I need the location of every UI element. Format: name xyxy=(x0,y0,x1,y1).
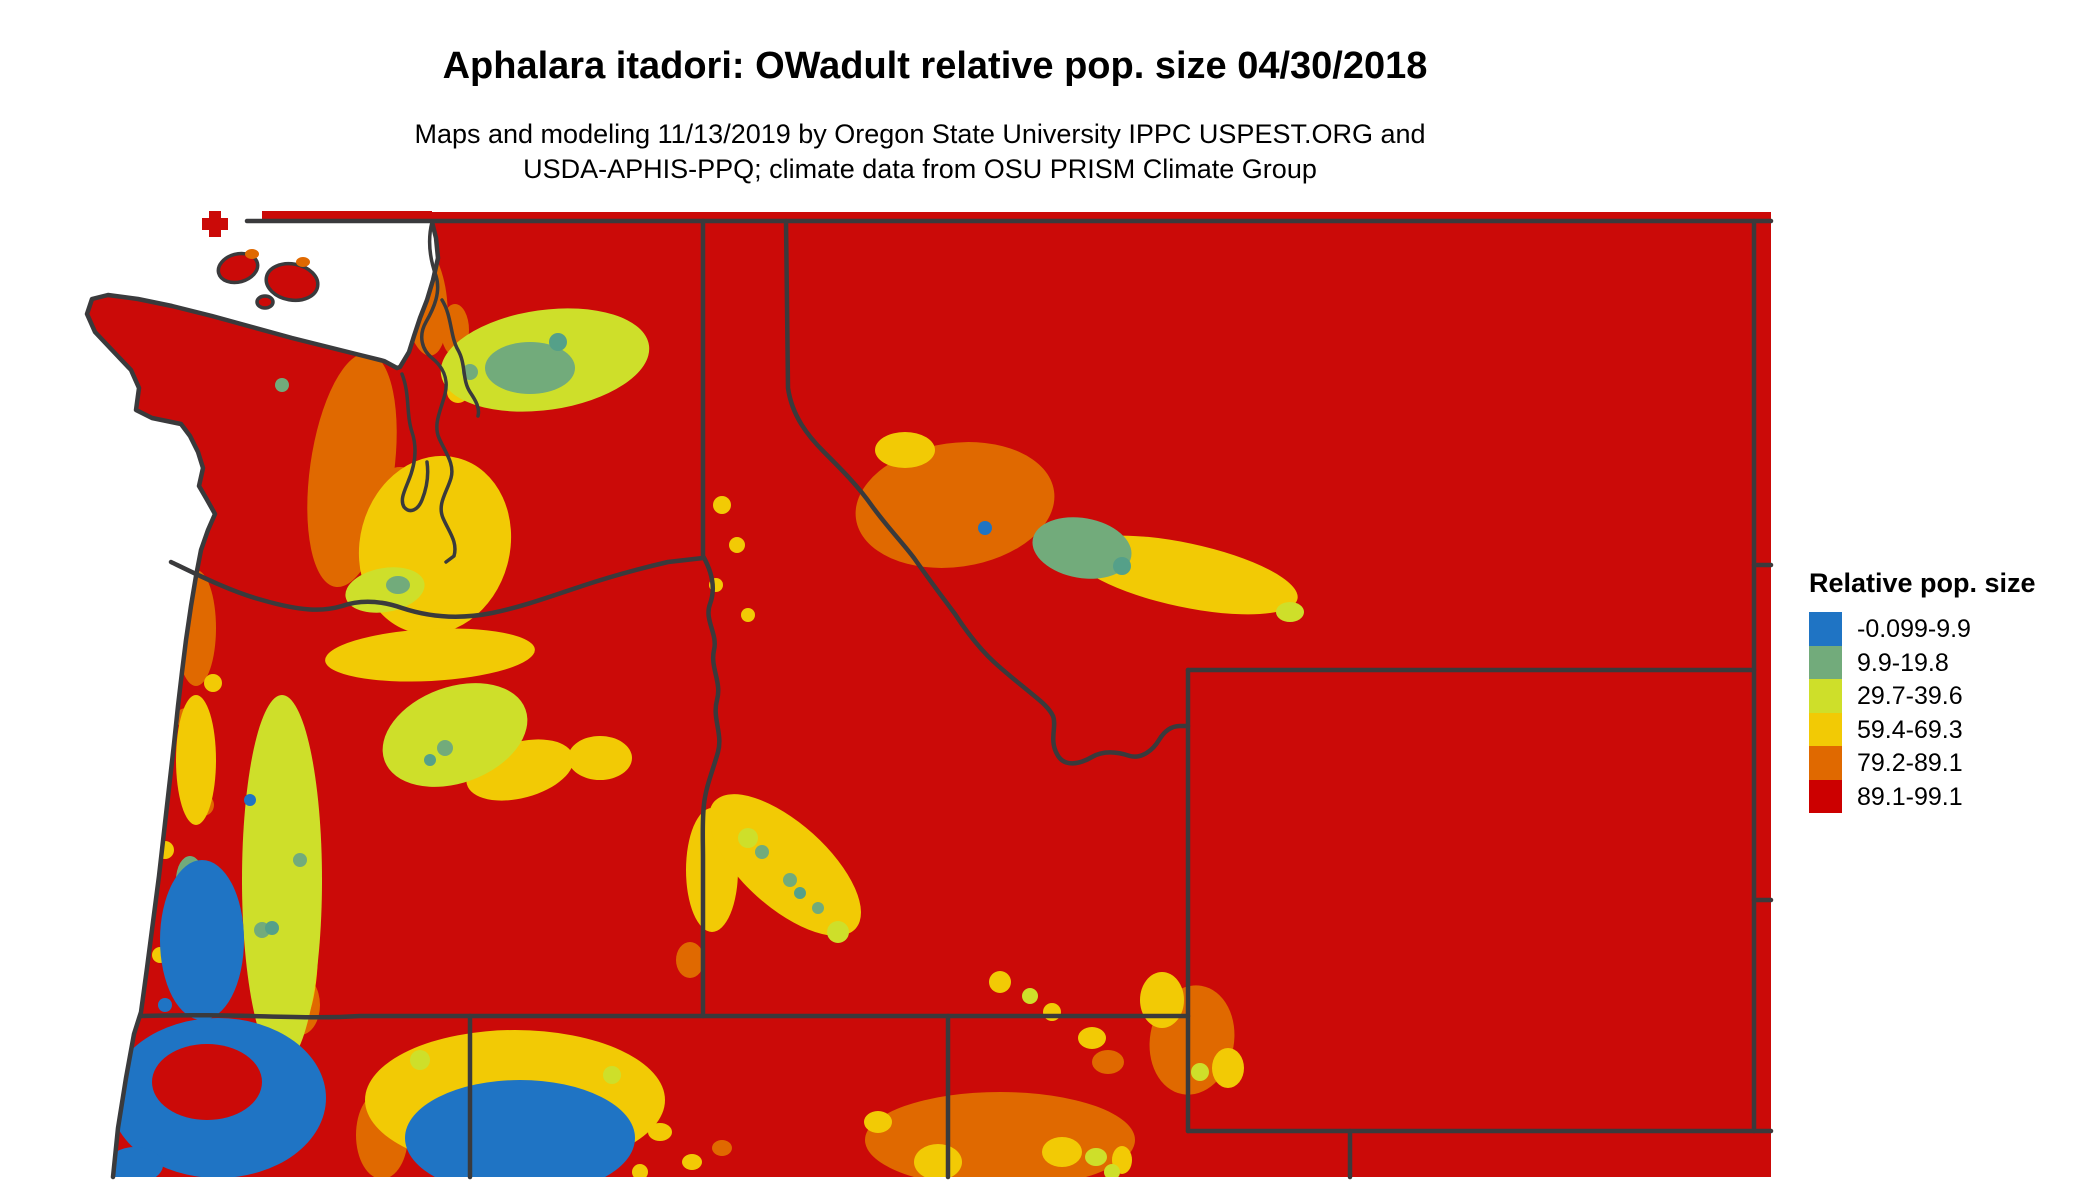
page-title: Aphalara itadori: OWadult relative pop. … xyxy=(443,45,1428,87)
legend-swatch-yellow xyxy=(1809,713,1842,746)
legend-label: 29.7-39.6 xyxy=(1857,682,1963,710)
legend-swatch-red xyxy=(1809,780,1842,813)
border-columbia-river xyxy=(168,555,706,619)
terrain-patch-blue xyxy=(107,521,992,1177)
legend-swatch-blue xyxy=(1809,612,1842,646)
border-wa-id-snake xyxy=(700,218,722,1019)
legend-title: Relative pop. size xyxy=(1809,568,2036,598)
legend: Relative pop. size -0.099-9.9 9.9-19.8 2… xyxy=(1809,568,2036,813)
terrain-patch-teal xyxy=(265,333,1131,935)
raster-strip-above-border xyxy=(262,211,432,222)
legend-label: 89.1-99.1 xyxy=(1857,783,1963,811)
legend-label: 9.9-19.8 xyxy=(1857,649,1949,677)
page-subtitle-line1: Maps and modeling 11/13/2019 by Oregon S… xyxy=(414,119,1425,149)
legend-swatch-orange xyxy=(1809,746,1842,780)
pacific-coastline xyxy=(84,219,441,1180)
border-id-mt xyxy=(783,218,1191,766)
map-land xyxy=(87,211,1771,1177)
legend-swatch-yellowgreen xyxy=(1809,679,1842,713)
page-subtitle-line2: USDA-APHIS-PPQ; climate data from OSU PR… xyxy=(523,154,1317,184)
legend-swatch-green xyxy=(1809,646,1842,679)
klamath-red-core xyxy=(152,1044,262,1120)
legend-label: 59.4-69.3 xyxy=(1857,716,1963,744)
legend-label: -0.099-9.9 xyxy=(1857,615,1971,643)
san-juan-islands xyxy=(216,249,320,310)
border-42n xyxy=(137,1012,1191,1020)
terrain-patches xyxy=(107,244,1304,1177)
legend-label: 79.2-89.1 xyxy=(1857,749,1963,777)
puget-sound-shorelines xyxy=(400,220,481,564)
point-roberts-blob xyxy=(202,211,228,237)
state-borders xyxy=(137,218,1774,1180)
